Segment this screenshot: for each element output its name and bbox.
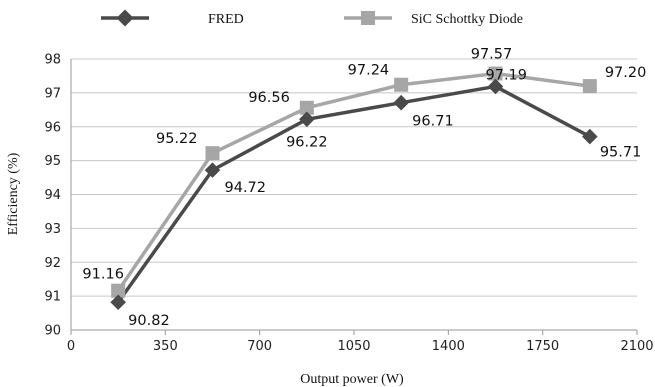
data-label-sic: 97.20 [605,65,647,81]
y-tick-label: 92 [44,256,61,271]
data-point-sic [394,77,409,92]
y-tick-label: 90 [44,324,61,339]
legend-marker-fred [116,9,134,27]
data-label-fred: 94.72 [225,180,267,196]
x-tick-label: 0 [67,339,75,354]
data-label-fred: 90.82 [128,313,170,329]
series-line-sic [116,71,591,292]
data-label-sic: 95.22 [156,131,198,147]
data-point-fred [393,94,409,111]
x-axis-title: Output power (W) [300,372,404,387]
series-line-fred [116,84,591,304]
gridlines [71,58,637,297]
series-lines [116,71,591,304]
legend: FRED SiC Schottky Diode [101,9,523,27]
y-axis-title: Efficiency (%) [6,152,21,235]
data-point-sic [488,66,503,81]
x-tick-label: 350 [153,339,178,354]
y-tick-label: 96 [44,120,61,135]
data-label-fred: 96.71 [412,114,454,130]
x-tick-label: 700 [247,339,272,354]
data-point-fred [582,128,598,145]
legend-label-fred: FRED [208,12,244,27]
y-tick-label: 94 [44,188,61,203]
data-label-fred: 95.71 [600,145,642,161]
data-point-sic [205,146,220,161]
data-point-sic [299,100,314,115]
data-labels: 90.82 94.72 96.22 96.71 97.19 95.71 91.16 95.22… [82,47,646,330]
data-label-sic: 91.16 [82,267,124,283]
y-tick-label: 98 [44,53,61,68]
x-tick-label: 1400 [432,339,465,354]
data-label-sic: 97.24 [348,63,390,79]
legend-marker-sic [361,11,375,25]
y-tick-label: 97 [44,86,61,101]
x-tick-label: 1050 [337,339,370,354]
y-tick-label: 95 [44,154,61,169]
data-label-fred: 97.19 [486,67,528,83]
legend-label-sic: SiC Schottky Diode [411,12,523,27]
data-point-sic [582,79,597,94]
axes [70,59,638,335]
x-tick-label: 1750 [526,339,559,354]
data-label-sic: 97.57 [471,47,513,63]
x-tick-labels: 0 350 700 1050 1400 1750 2100 [67,339,654,354]
y-tick-label: 93 [44,222,61,237]
data-point-fred [204,162,221,178]
y-tick-label: 91 [44,290,61,305]
data-label-fred: 96.22 [286,134,328,150]
y-tick-labels: 90 91 92 93 94 95 96 97 98 [44,53,61,339]
data-label-sic: 96.56 [248,90,290,106]
x-tick-label: 2100 [620,339,653,354]
data-point-sic [111,283,126,298]
